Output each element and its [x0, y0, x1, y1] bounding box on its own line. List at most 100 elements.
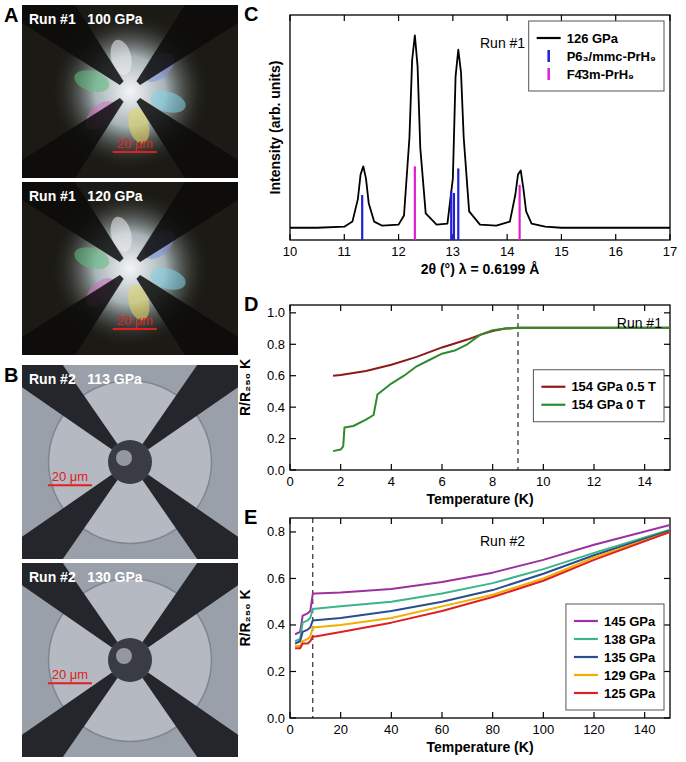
legend: 126 GPaP6₃/mmc-PrH₉F4̄3m-PrH₉ [529, 21, 664, 91]
x-tick [507, 234, 508, 240]
y-tick [664, 469, 670, 470]
legend-label: P6₃/mmc-PrH₉ [567, 49, 656, 64]
x-tick-label: 100 [532, 722, 554, 737]
x-tick-label: 8 [489, 474, 496, 489]
reference-line [312, 518, 313, 718]
y-tick [290, 469, 296, 470]
x-tick-label: 2 [337, 474, 344, 489]
chart-panel: 024681012140.00.20.40.60.81.0Temperature… [237, 293, 670, 507]
y-tick [290, 531, 296, 532]
x-tick [543, 464, 544, 470]
x-tick [644, 518, 645, 524]
y-tick-label: 0.0 [267, 463, 285, 478]
x-tick [398, 15, 399, 21]
photo-label: Run #1 100 GPa [29, 11, 143, 27]
scale-bar-label: 20 μm [117, 136, 153, 151]
x-tick [391, 305, 392, 311]
x-tick [615, 234, 616, 240]
legend-swatch [547, 68, 550, 80]
x-tick [644, 305, 645, 311]
decoration [22, 275, 124, 355]
legend-label: 129 GPa [604, 668, 656, 683]
x-tick [561, 15, 562, 21]
x-tick [391, 464, 392, 470]
y-tick-label: 0.4 [267, 400, 285, 415]
reference-line [518, 305, 519, 470]
x-tick [344, 234, 345, 240]
x-tick [441, 464, 442, 470]
photo [22, 563, 238, 757]
x-tick [669, 15, 670, 21]
y-axis-title: R/R₂₅₀ K [237, 359, 253, 416]
y-tick [290, 671, 296, 672]
decoration [116, 450, 132, 466]
legend-box [566, 604, 664, 710]
legend-label: 138 GPa [604, 632, 656, 647]
y-tick [664, 671, 670, 672]
photo-label: Run #2 113 GPa [29, 371, 142, 387]
plot-area [333, 305, 670, 470]
y-tick-label: 0.2 [267, 664, 285, 679]
x-tick [441, 305, 442, 311]
x-tick [492, 305, 493, 311]
x-tick-label: 40 [384, 722, 398, 737]
annotation: Run #1 [480, 35, 525, 51]
reference-stick [453, 193, 455, 240]
annotation: Run #2 [480, 533, 525, 549]
y-tick-label: 0.6 [267, 571, 285, 586]
x-tick-label: 0 [286, 474, 293, 489]
plot-frame [290, 305, 670, 470]
reference-stick [457, 168, 459, 240]
reference-stick [414, 166, 416, 240]
x-tick-label: 15 [554, 244, 568, 259]
y-tick [664, 578, 670, 579]
legend-box [533, 370, 664, 422]
x-tick [452, 15, 453, 21]
x-tick [340, 518, 341, 524]
plot-area [290, 35, 670, 240]
x-axis-title: Temperature (K) [426, 491, 533, 507]
x-tick [593, 712, 594, 718]
legend-swatch [574, 674, 598, 676]
legend-label: 145 GPa [604, 614, 656, 629]
decoration [108, 440, 152, 484]
legend-label: 135 GPa [604, 650, 656, 665]
plot-area [295, 518, 670, 718]
legend-swatch [541, 404, 565, 406]
y-tick [290, 438, 296, 439]
x-tick-label: 11 [338, 244, 352, 259]
scale-bar [48, 682, 92, 684]
decoration [143, 673, 238, 757]
x-tick [644, 712, 645, 718]
image-panel: BRun #2 113 GPa20 μmRun #2 130 GPa20 μm [0, 284, 308, 762]
chart-panel: 0204060801001201400.00.20.40.60.8Tempera… [237, 506, 670, 755]
x-tick [344, 15, 345, 21]
scale-bar [113, 151, 157, 153]
scale-bar [48, 484, 92, 486]
y-tick-label: 0.8 [267, 337, 285, 352]
annotation: Run #1 [617, 315, 662, 331]
legend-label: F4̄3m-PrH₉ [567, 67, 634, 82]
x-tick [593, 518, 594, 524]
scale-bar-label: 20 μm [52, 667, 88, 682]
x-tick [492, 464, 493, 470]
y-tick [290, 312, 296, 313]
y-tick [290, 717, 296, 718]
x-tick [492, 712, 493, 718]
data-line [295, 531, 670, 644]
panel-letter: D [244, 293, 258, 315]
reference-stick [361, 195, 363, 240]
legend-swatch [541, 386, 565, 388]
photo-label: Run #1 120 GPa [29, 188, 143, 204]
y-tick [664, 312, 670, 313]
legend-swatch [574, 620, 598, 622]
photo [22, 182, 238, 355]
legend-label: 154 GPa 0.5 T [571, 379, 656, 394]
legend-swatch [574, 656, 598, 658]
decoration [116, 648, 132, 664]
x-tick-label: 80 [485, 722, 499, 737]
x-tick [561, 234, 562, 240]
y-tick [664, 438, 670, 439]
y-tick-label: 0.6 [267, 368, 285, 383]
y-tick [664, 624, 670, 625]
